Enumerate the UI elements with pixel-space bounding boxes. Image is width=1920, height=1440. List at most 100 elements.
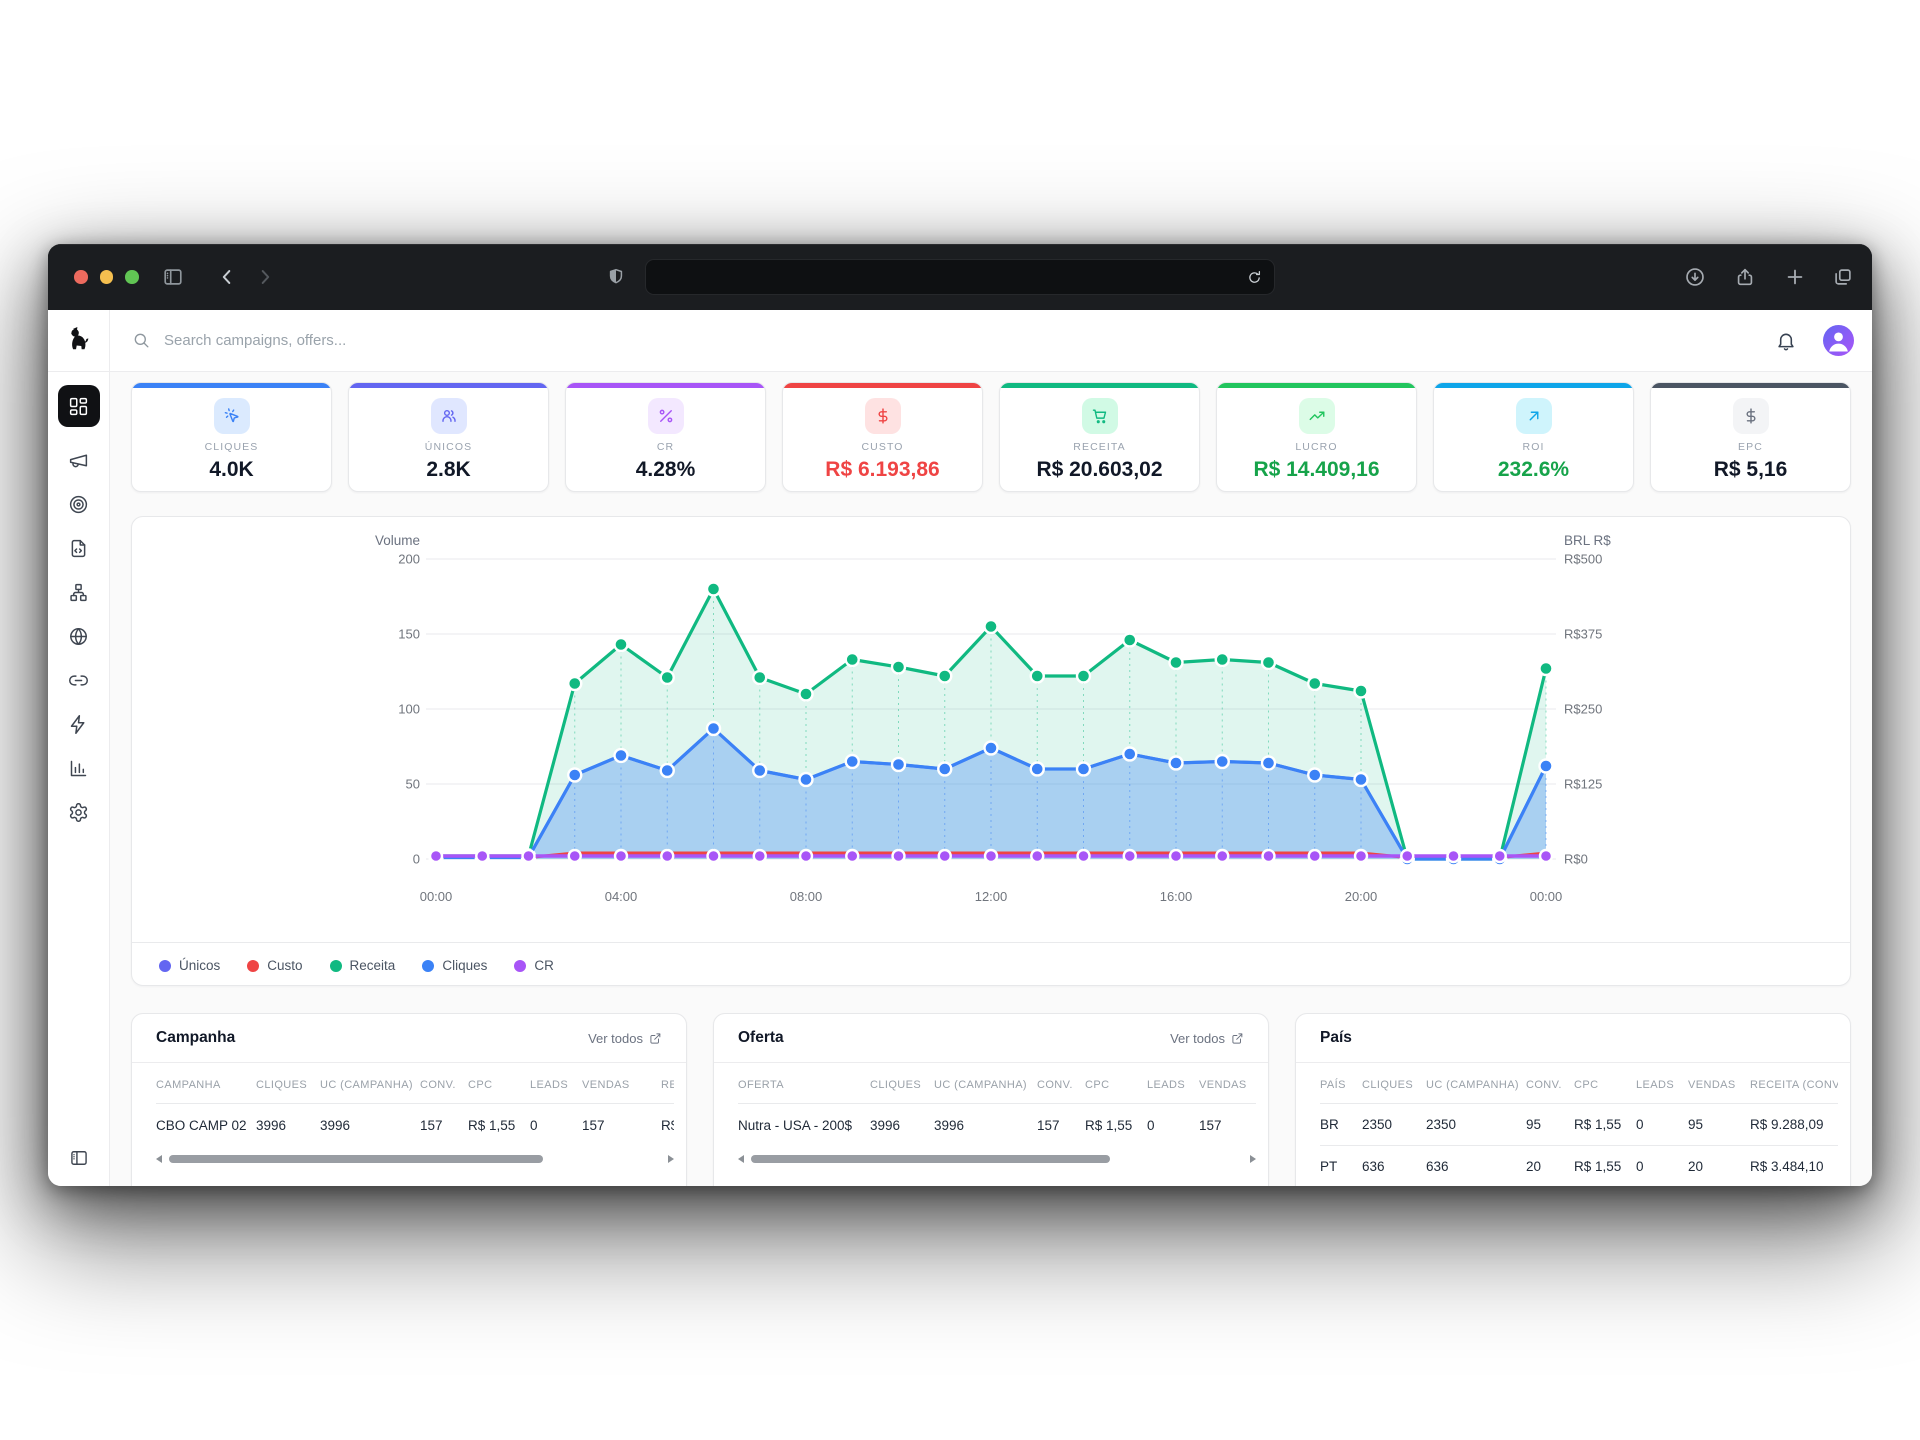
table-card-oferta: Oferta Ver todos OFERTA CLIQUES UC (CAMPANHA… (713, 1013, 1269, 1186)
sidebar-item-sitemap[interactable] (58, 571, 100, 613)
kpi-row: CLIQUES 4.0K ÚNICOS 2.8K CR 4.28% CUSTO R$ 6.19… (131, 382, 1851, 492)
table-cell: BR (1320, 1117, 1339, 1132)
scroll-left-arrow[interactable] (156, 1155, 162, 1163)
table-row[interactable]: BR 2350 2350 95 R$ 1,55 0 95 R$ 9.288,09 (1320, 1104, 1838, 1146)
sidebar-item-globe[interactable] (58, 615, 100, 657)
column-header: CONV. (1037, 1079, 1073, 1091)
address-bar[interactable] (645, 259, 1275, 295)
kpi-accent-bar (1651, 383, 1850, 388)
legend-swatch (514, 959, 527, 972)
chart-axis-label: R$375 (1564, 627, 1602, 642)
percent-icon (647, 398, 684, 434)
kpi-label: LUCRO (1295, 441, 1338, 453)
kpi-label: CLIQUES (204, 441, 259, 453)
table-row[interactable]: CBO CAMP 02 3996 3996 157 R$ 1,55 0 157 R$ (156, 1104, 674, 1146)
table-cell: R$ 3.484,10 (1750, 1159, 1824, 1174)
sidebar-item-target[interactable] (58, 483, 100, 525)
downloads-icon[interactable] (1684, 266, 1706, 288)
maximize-button[interactable] (125, 270, 139, 284)
external-link-icon (1231, 1032, 1244, 1045)
minimize-button[interactable] (99, 270, 113, 284)
kpi-accent-bar (1434, 383, 1633, 388)
close-button[interactable] (74, 270, 88, 284)
legend-item-únicos[interactable]: Únicos (159, 958, 220, 973)
table-cell: R$ 1,55 (468, 1117, 516, 1133)
kpi-card-epc[interactable]: EPC R$ 5,16 (1650, 382, 1851, 492)
table-cell: 3996 (256, 1117, 287, 1133)
table-title: Oferta (738, 1029, 784, 1046)
ver-todos-link[interactable]: Ver todos (588, 1031, 662, 1046)
chart-axis-label: BRL R$ (1564, 533, 1611, 548)
url-input[interactable] (646, 260, 1274, 294)
scroll-right-arrow[interactable] (668, 1155, 674, 1163)
kpi-card-lucro[interactable]: LUCRO R$ 14.409,16 (1216, 382, 1417, 492)
table-cell: 3996 (870, 1117, 901, 1133)
sidebar-item-settings[interactable] (58, 791, 100, 833)
kpi-card-receita[interactable]: RECEITA R$ 20.603,02 (999, 382, 1200, 492)
sidebar-item-zap[interactable] (58, 703, 100, 745)
table-cell: R$ 1,55 (1085, 1117, 1133, 1133)
table-row[interactable]: PT 636 636 20 R$ 1,55 0 20 R$ 3.484,10 (1320, 1146, 1838, 1186)
tables-row: Campanha Ver todos CAMPANHA CLIQUES UC (CAMP… (131, 1013, 1851, 1186)
chart-axis-label: 100 (398, 702, 420, 717)
new-tab-icon[interactable] (1784, 266, 1806, 288)
legend-item-custo[interactable]: Custo (247, 958, 303, 973)
trending-up-icon (1298, 398, 1335, 434)
back-icon[interactable] (216, 266, 238, 288)
sidebar-item-bar-chart[interactable] (58, 747, 100, 789)
scroll-right-arrow[interactable] (1250, 1155, 1256, 1163)
kpi-card-cliques[interactable]: CLIQUES 4.0K (131, 382, 332, 492)
browser-sidebar-toggle-icon[interactable] (162, 266, 184, 288)
legend-label: Receita (349, 958, 396, 973)
kpi-card-roi[interactable]: ROI 232.6% (1433, 382, 1634, 492)
notifications-bell-icon[interactable] (1775, 330, 1797, 352)
globe-icon (68, 626, 89, 647)
chart-axis-label: 0 (413, 852, 420, 867)
search-input[interactable] (164, 332, 584, 349)
app-logo[interactable] (48, 309, 110, 372)
ver-todos-link[interactable]: Ver todos (1170, 1031, 1244, 1046)
kpi-card-cr[interactable]: CR 4.28% (565, 382, 766, 492)
scrollbar-thumb[interactable] (751, 1155, 1111, 1163)
table-header-row: CAMPANHA CLIQUES UC (CAMPANHA) CONV. CPC LEAD… (156, 1067, 674, 1103)
chart-axis-label: 20:00 (1345, 889, 1378, 904)
privacy-shield-icon[interactable] (606, 267, 626, 287)
scrollbar-track[interactable] (169, 1155, 661, 1163)
kpi-label: EPC (1738, 441, 1763, 453)
table-row[interactable]: Nutra - USA - 200$ 3996 3996 157 R$ 1,55 0 157 (738, 1104, 1256, 1146)
scrollbar-thumb[interactable] (169, 1155, 543, 1163)
legend-swatch (159, 959, 171, 972)
traffic-chart: 0 R$0 50 R$125 100 R$250 150 R$375 200 R$500 Volum… (132, 517, 1850, 942)
avatar[interactable] (1823, 325, 1854, 356)
legend-item-cliques[interactable]: Cliques (422, 958, 487, 973)
table-cell: 2350 (1426, 1117, 1457, 1132)
sidebar-item-dashboard[interactable] (57, 385, 100, 427)
kpi-card-custo[interactable]: CUSTO R$ 6.193,86 (782, 382, 983, 492)
kpi-label: CR (656, 441, 675, 453)
column-header: UC (CAMPANHA) (1426, 1079, 1519, 1091)
sidebar-item-link[interactable] (58, 659, 100, 701)
legend-item-cr[interactable]: CR (514, 958, 554, 973)
chart-axis-label: R$250 (1564, 702, 1602, 717)
scroll-left-arrow[interactable] (738, 1155, 744, 1163)
sidebar-collapse-icon[interactable] (69, 1148, 89, 1168)
browser-titlebar (48, 244, 1872, 310)
tab-overview-icon[interactable] (1832, 266, 1854, 288)
kpi-accent-bar (566, 383, 765, 388)
legend-label: Únicos (179, 958, 221, 973)
horizontal-scrollbar (738, 1155, 1256, 1163)
chart-axis-label: R$0 (1564, 852, 1588, 867)
column-header: UC (CAMPANHA) (320, 1079, 413, 1091)
share-icon[interactable] (1734, 266, 1756, 288)
zap-icon (68, 714, 89, 735)
forward-icon[interactable] (254, 266, 276, 288)
file-code-icon (68, 538, 89, 559)
chart-axis-label: 150 (398, 627, 420, 642)
sidebar-item-file-code[interactable] (58, 527, 100, 569)
scrollbar-track[interactable] (751, 1155, 1243, 1163)
sidebar-item-megaphone[interactable] (58, 439, 100, 481)
legend-item-receita[interactable]: Receita (329, 958, 396, 973)
main-content: CLIQUES 4.0K ÚNICOS 2.8K CR 4.28% CUSTO R$ 6.19… (110, 372, 1872, 1186)
reload-icon[interactable] (1246, 269, 1263, 286)
kpi-card-únicos[interactable]: ÚNICOS 2.8K (348, 382, 549, 492)
